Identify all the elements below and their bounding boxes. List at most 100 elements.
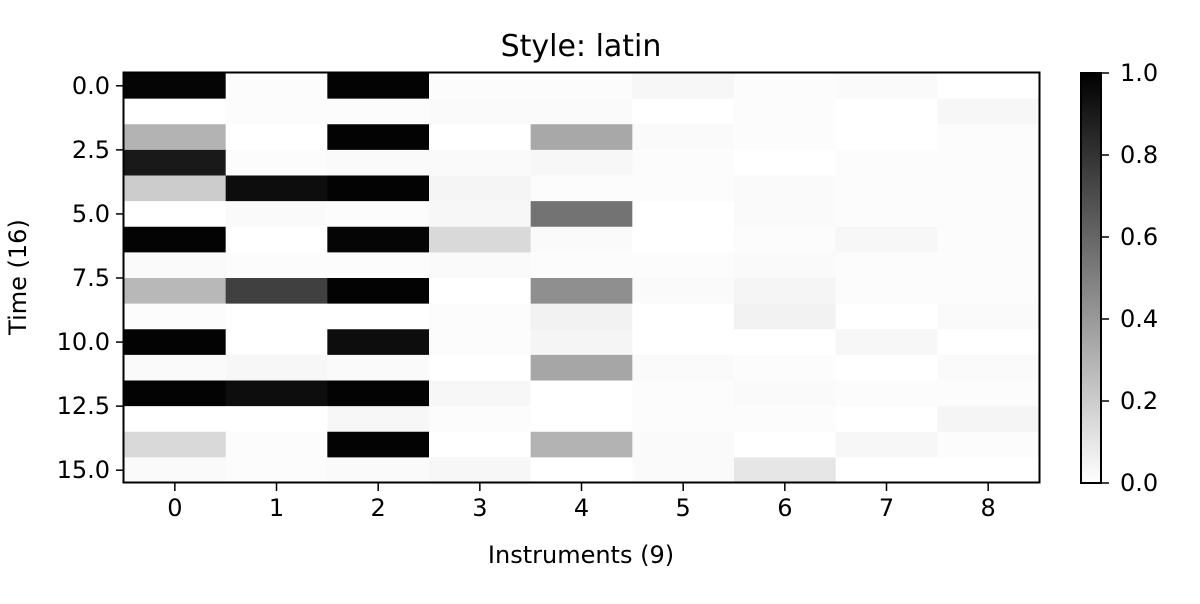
heatmap-cell	[429, 457, 532, 484]
heatmap-cell	[124, 457, 227, 484]
heatmap-cell	[530, 303, 633, 330]
heatmap-cell	[327, 124, 430, 151]
heatmap-cell	[124, 124, 227, 151]
heatmap-cell	[124, 278, 227, 305]
heatmap-cell	[429, 124, 532, 151]
heatmap-cell	[937, 226, 1040, 253]
y-tick-label: 0.0	[72, 72, 110, 100]
heatmap-cell	[734, 278, 837, 305]
heatmap-cell	[530, 73, 633, 100]
heatmap-cell	[530, 201, 633, 228]
heatmap-cell	[124, 431, 227, 458]
heatmap-cell	[835, 278, 938, 305]
heatmap-cell	[225, 303, 328, 330]
y-axis-ticks: 0.0 2.5 5.0 7.5 10.0 12.5 15.0	[57, 72, 124, 484]
heatmap-cell	[327, 98, 430, 125]
heatmap-cell	[835, 226, 938, 253]
heatmap-cell	[225, 124, 328, 151]
heatmap-cell	[124, 406, 227, 433]
y-tick-label: 5.0	[72, 200, 110, 228]
colorbar-tick-label: 0.8	[1120, 141, 1158, 169]
heatmap-cell	[327, 252, 430, 279]
heatmap-cell	[429, 354, 532, 382]
heatmap-cell	[225, 201, 328, 228]
y-tick-label: 10.0	[57, 328, 110, 356]
heatmap-cell	[124, 73, 227, 100]
colorbar-tick-label: 0.0	[1120, 469, 1158, 497]
heatmap-cell	[835, 175, 938, 202]
heatmap-cell	[530, 406, 633, 433]
heatmap-cell	[327, 73, 430, 100]
heatmap-cell	[327, 380, 430, 407]
heatmap-cell	[937, 175, 1040, 202]
heatmap-cell	[937, 380, 1040, 407]
heatmap-cell	[937, 406, 1040, 433]
heatmap-cell	[124, 201, 227, 228]
heatmap-cell	[734, 73, 837, 100]
heatmap-cell	[734, 406, 837, 433]
heatmap-cell	[835, 329, 938, 356]
heatmap-cell	[124, 380, 227, 407]
heatmap-cell	[225, 278, 328, 305]
heatmap-cell	[937, 303, 1040, 330]
heatmap-cell	[937, 457, 1040, 484]
heatmap-cell	[327, 278, 430, 305]
heatmap-cell	[429, 98, 532, 125]
heatmap-cell	[429, 303, 532, 330]
heatmap-cell	[937, 329, 1040, 356]
heatmap-cell	[124, 98, 227, 125]
y-tick-label: 7.5	[72, 264, 110, 292]
heatmap-cell	[530, 457, 633, 484]
heatmap-cell	[530, 175, 633, 202]
heatmap-cell	[225, 252, 328, 279]
heatmap-cell	[429, 329, 532, 356]
chart-title: Style: latin	[501, 29, 662, 64]
heatmap-cell	[530, 226, 633, 253]
heatmap-cell	[327, 303, 430, 330]
heatmap-cell	[124, 252, 227, 279]
heatmap-cell	[530, 252, 633, 279]
heatmap-cell	[835, 354, 938, 382]
heatmap-cell	[225, 98, 328, 125]
heatmap-cell	[429, 252, 532, 279]
heatmap-cell	[124, 329, 227, 356]
heatmap-cell	[835, 73, 938, 100]
heatmap-cell	[225, 380, 328, 407]
heatmap-cell	[124, 226, 227, 253]
heatmap-cell	[429, 201, 532, 228]
heatmap-cell	[327, 457, 430, 484]
heatmap-cell	[530, 354, 633, 382]
heatmap-cell	[632, 98, 735, 125]
heatmap-cell	[937, 73, 1040, 100]
colorbar-tick-label: 0.6	[1120, 223, 1158, 251]
heatmap-cell	[327, 354, 430, 382]
heatmap-cell	[225, 175, 328, 202]
heatmap-cell	[734, 457, 837, 484]
heatmap-cell	[429, 406, 532, 433]
heatmap-cell	[124, 303, 227, 330]
heatmap-cell	[124, 354, 227, 382]
heatmap-cell	[632, 303, 735, 330]
x-tick-label: 4	[574, 494, 589, 522]
y-axis-label: Time (16)	[4, 219, 32, 336]
heatmap-cell	[632, 431, 735, 458]
heatmap-cell	[327, 175, 430, 202]
colorbar-tick-label: 0.4	[1120, 305, 1158, 333]
heatmap-cells	[124, 73, 1040, 484]
heatmap-cell	[937, 354, 1040, 382]
heatmap-cell	[225, 226, 328, 253]
heatmap-cell	[327, 201, 430, 228]
x-tick-label: 3	[472, 494, 487, 522]
colorbar-ticks: 0.0 0.2 0.4 0.6 0.8 1.0	[1101, 59, 1158, 497]
heatmap-cell	[225, 354, 328, 382]
heatmap-cell	[225, 431, 328, 458]
heatmap-cell	[835, 98, 938, 125]
heatmap-cell	[632, 124, 735, 151]
x-axis-label: Instruments (9)	[488, 541, 674, 569]
heatmap-cell	[734, 380, 837, 407]
heatmap-cell	[632, 175, 735, 202]
heatmap-cell	[225, 457, 328, 484]
x-tick-label: 1	[269, 494, 284, 522]
